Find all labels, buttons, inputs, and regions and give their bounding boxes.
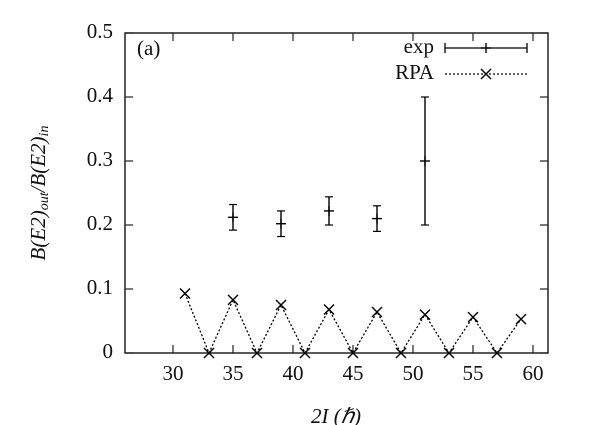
marker [179,287,191,299]
x-tick-label: 55 [463,361,484,385]
marker [515,313,527,325]
x-tick-label: 35 [223,361,244,385]
marker [443,347,455,359]
marker [203,347,215,359]
legend-label: exp [404,34,434,58]
y-label-part: in [37,126,52,137]
x-tick-label: 50 [403,361,424,385]
marker [276,218,286,229]
marker [228,212,238,223]
x-tick-label: 30 [163,361,184,385]
x-tick-label: 40 [283,361,304,385]
y-tick-label: 0.2 [87,211,113,235]
marker [324,205,334,216]
marker [480,68,492,80]
marker [299,347,311,359]
marker [275,299,287,311]
y-tick-label: 0 [103,339,114,363]
y-label-part: /B(E2) [26,136,50,193]
marker [323,303,335,315]
marker [395,347,407,359]
marker [420,156,430,166]
plot-frame [124,32,549,354]
x-axis-label: 2I (ℏ) [311,404,361,425]
marker [419,309,431,321]
y-tick-label: 0.5 [87,19,113,43]
y-label-part: out [37,191,52,210]
y-tick-label: 0.4 [87,83,114,107]
marker [371,306,383,318]
marker [467,311,479,323]
y-tick-label: 0.1 [87,275,113,299]
x-tick-label: 60 [523,361,544,385]
y-axis-label: B(E2)out/B(E2)in [26,126,52,261]
panel-label: (a) [137,36,160,60]
marker [251,347,263,359]
marker [227,294,239,306]
series-line [184,293,522,355]
marker [372,213,382,224]
legend-label: RPA [395,60,435,84]
y-label-part: B(E2) [26,210,50,260]
marker [347,347,359,359]
y-tick-label: 0.3 [87,147,113,171]
marker [481,43,491,53]
x-tick-label: 45 [343,361,364,385]
marker [491,347,503,359]
